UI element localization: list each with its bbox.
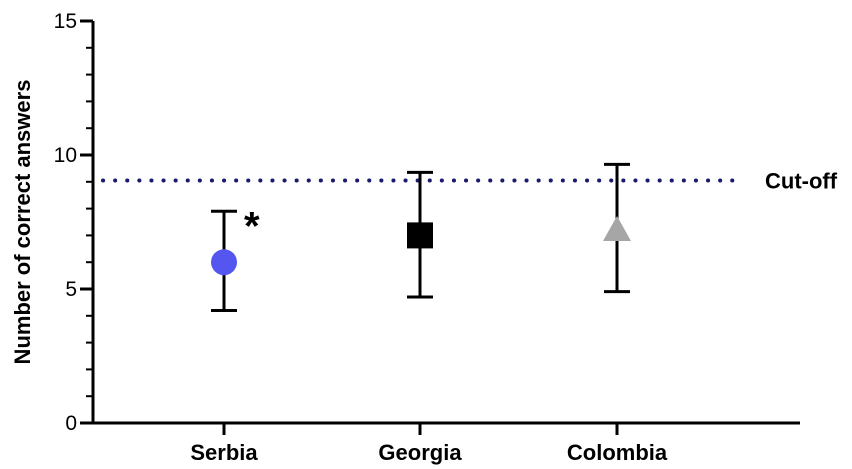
- mean-marker-serbia: [211, 249, 237, 276]
- cutoff-label: Cut-off: [765, 168, 838, 193]
- point-group-georgia: [407, 170, 433, 299]
- x-tick-label-colombia: Colombia: [567, 440, 668, 465]
- y-tick-label: 10: [54, 144, 77, 167]
- y-tick-label: 15: [54, 10, 77, 33]
- point-group-serbia: *: [211, 204, 260, 312]
- point-group-colombia: [603, 162, 631, 294]
- x-tick-label-serbia: Serbia: [190, 440, 258, 465]
- x-tick-label-georgia: Georgia: [378, 440, 462, 465]
- reference-line-group: Cut-off: [101, 168, 838, 193]
- y-axis-title: Number of correct answers: [10, 80, 35, 365]
- mean-marker-georgia: [407, 222, 433, 249]
- significance-annotation-serbia: *: [244, 204, 260, 248]
- x-axis: Serbia Georgia Colombia: [93, 421, 800, 465]
- data-marks: *: [211, 162, 631, 312]
- y-tick-label: 5: [65, 278, 77, 301]
- y-tick-label: 0: [65, 412, 77, 435]
- mean-marker-colombia: [603, 216, 631, 242]
- y-axis: 0 5 10 15: [54, 10, 95, 435]
